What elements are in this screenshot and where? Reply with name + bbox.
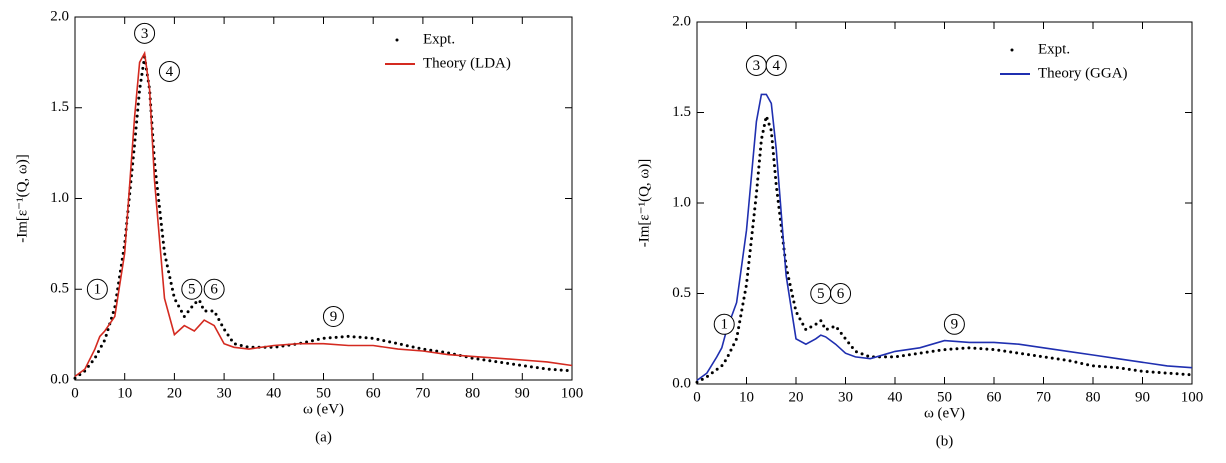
annotation: 1 (94, 282, 102, 298)
annotation-circle (158, 60, 180, 82)
data-line (695, 110, 1194, 384)
y-tick-label: 1.5 (50, 99, 69, 115)
x-tick-label: 70 (1036, 389, 1051, 405)
annotation-circle (134, 22, 156, 44)
annotation-circle (86, 278, 108, 300)
x-tick-label: 0 (71, 385, 79, 401)
annotation: 9 (330, 309, 338, 325)
legend-label: Theory (LDA) (423, 55, 511, 71)
x-tick-label: 90 (1135, 389, 1150, 405)
y-tick-label: 0.0 (672, 375, 691, 391)
x-tick-label: 30 (838, 389, 853, 405)
y-tick-label: 1.0 (50, 190, 69, 206)
annotation: 9 (951, 317, 959, 333)
x-tick-label: 20 (789, 389, 804, 405)
annotation: 1 (720, 317, 728, 333)
y-axis-label: -Im[ε⁻¹(Q, ω)] (636, 159, 652, 248)
x-tick-label: 50 (937, 389, 952, 405)
x-tick-label: 10 (117, 385, 132, 401)
annotation-circle (322, 305, 344, 327)
x-tick-label: 40 (888, 389, 903, 405)
x-tick-label: 10 (739, 389, 754, 405)
annotation-circle (181, 278, 203, 300)
y-tick-label: 2.0 (50, 8, 69, 24)
annotation-circle (765, 54, 787, 76)
x-tick-label: 50 (316, 385, 331, 401)
y-tick-label: 0.5 (672, 285, 691, 301)
legend-label: Expt. (423, 31, 455, 47)
data-line (73, 56, 574, 380)
plot-frame (74, 16, 573, 381)
annotation: 6 (837, 286, 845, 302)
data-line (74, 50, 573, 378)
x-tick-label: 30 (217, 385, 232, 401)
x-axis-label: ω (eV) (924, 405, 965, 421)
caption: (b) (936, 433, 954, 449)
legend-label: Expt. (1038, 41, 1070, 57)
x-tick-label: 90 (515, 385, 530, 401)
x-tick-label: 80 (465, 385, 480, 401)
x-tick-label: 80 (1086, 389, 1101, 405)
annotation-circle (203, 278, 225, 300)
y-tick-label: 0.5 (50, 281, 69, 297)
x-tick-label: 60 (987, 389, 1002, 405)
data-line (696, 93, 1193, 382)
annotation: 3 (141, 26, 149, 42)
x-tick-label: 20 (167, 385, 182, 401)
x-tick-label: 0 (693, 389, 701, 405)
x-tick-label: 100 (561, 385, 584, 401)
annotation: 5 (188, 282, 196, 298)
annotation: 3 (753, 58, 761, 74)
y-tick-label: 1.0 (672, 194, 691, 210)
x-tick-label: 70 (415, 385, 430, 401)
y-tick-label: 1.5 (672, 104, 691, 120)
caption: (a) (315, 429, 332, 445)
annotation-circle (713, 313, 735, 335)
annotation-circle (943, 313, 965, 335)
x-tick-label: 40 (266, 385, 281, 401)
annotation: 6 (210, 282, 218, 298)
legend-label: Theory (GGA) (1038, 65, 1128, 81)
x-tick-label: 100 (1181, 389, 1204, 405)
y-tick-label: 2.0 (672, 13, 691, 29)
x-tick-label: 60 (366, 385, 381, 401)
annotation-circle (830, 283, 852, 304)
y-axis-label: -Im[ε⁻¹(Q, ω)] (14, 154, 30, 243)
annotation: 4 (772, 58, 780, 74)
annotation: 4 (166, 64, 174, 80)
annotation: 5 (817, 286, 825, 302)
y-tick-label: 0.0 (50, 371, 69, 387)
x-axis-label: ω (eV) (303, 401, 344, 417)
